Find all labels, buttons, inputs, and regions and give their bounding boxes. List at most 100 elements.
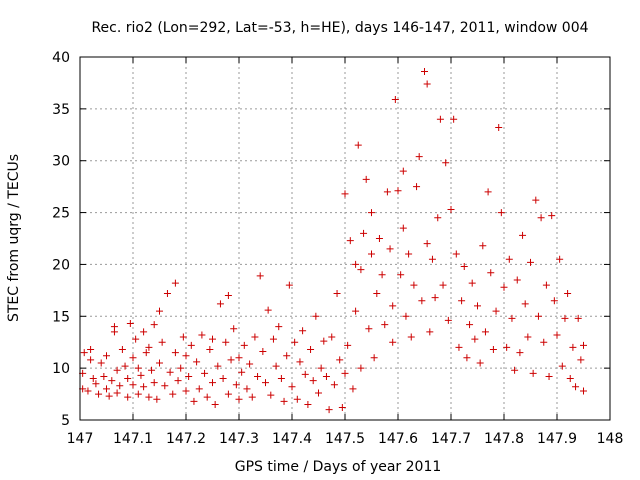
- x-tick-label: 147.9: [537, 431, 577, 447]
- data-point: [375, 235, 383, 242]
- data-points-layer: [79, 68, 587, 414]
- data-point: [230, 325, 238, 333]
- data-point: [272, 362, 280, 370]
- data-point: [129, 354, 137, 362]
- data-point: [500, 283, 508, 291]
- data-point: [397, 271, 405, 279]
- data-point: [540, 338, 548, 346]
- data-point: [556, 255, 564, 263]
- data-point: [280, 397, 288, 405]
- data-point: [428, 255, 436, 263]
- data-point: [267, 391, 275, 399]
- data-point: [368, 209, 375, 217]
- data-point: [87, 345, 95, 353]
- data-point: [481, 328, 489, 336]
- data-point: [421, 68, 428, 76]
- data-point: [87, 356, 95, 364]
- data-point: [381, 321, 389, 329]
- data-point: [259, 348, 267, 356]
- data-point: [463, 354, 471, 362]
- data-point: [182, 352, 190, 360]
- y-tick-label: 25: [52, 206, 70, 222]
- data-point: [476, 359, 484, 367]
- data-point: [357, 364, 365, 372]
- data-point: [529, 369, 537, 377]
- data-point: [442, 159, 450, 167]
- data-point: [423, 80, 431, 88]
- data-point: [232, 381, 240, 389]
- data-point: [216, 300, 224, 308]
- data-point: [564, 289, 572, 297]
- data-point: [508, 314, 516, 322]
- data-point: [121, 362, 129, 370]
- data-point: [288, 383, 296, 391]
- y-tick-label: 5: [61, 413, 70, 429]
- x-axis-label: GPS time / Days of year 2011: [235, 459, 442, 475]
- data-point: [89, 375, 97, 383]
- data-point: [185, 372, 193, 380]
- data-point: [174, 377, 182, 385]
- data-point: [458, 297, 466, 305]
- x-tick-label: 147.8: [484, 431, 524, 447]
- data-point: [140, 328, 148, 336]
- data-point: [153, 395, 161, 403]
- data-point: [163, 289, 171, 297]
- data-point: [209, 335, 216, 343]
- data-point: [402, 312, 410, 320]
- data-point: [206, 345, 214, 353]
- data-point: [309, 377, 317, 385]
- data-point: [124, 375, 132, 383]
- data-point: [516, 349, 524, 357]
- data-point: [413, 183, 421, 191]
- data-point: [97, 359, 105, 367]
- data-point: [307, 345, 315, 353]
- data-point: [468, 279, 476, 287]
- data-point: [383, 188, 391, 196]
- y-tick-label: 20: [52, 257, 70, 273]
- data-point: [357, 266, 365, 274]
- data-point: [352, 307, 360, 315]
- data-point: [158, 338, 166, 346]
- data-point: [291, 338, 299, 346]
- data-point: [418, 297, 426, 305]
- x-tick-label: 147.2: [166, 431, 206, 447]
- data-point: [108, 377, 116, 385]
- data-point: [373, 289, 381, 297]
- data-point: [219, 375, 227, 383]
- data-point: [315, 389, 322, 397]
- x-tick-label: 147.1: [113, 431, 153, 447]
- data-point: [156, 359, 163, 367]
- data-point: [410, 281, 418, 289]
- data-point: [134, 364, 142, 372]
- data-point: [195, 385, 203, 393]
- data-point: [254, 372, 262, 380]
- data-point: [251, 333, 259, 341]
- data-point: [550, 297, 558, 305]
- data-point: [497, 209, 505, 217]
- data-point: [370, 354, 378, 362]
- y-tick-label: 40: [52, 50, 70, 66]
- data-point: [513, 276, 521, 284]
- data-point: [519, 231, 527, 239]
- data-point: [389, 302, 397, 310]
- data-point: [333, 289, 341, 297]
- data-point: [344, 341, 352, 349]
- chart-title: Rec. rio2 (Lon=292, Lat=-53, h=HE), days…: [91, 20, 588, 36]
- data-point: [235, 395, 243, 403]
- data-point: [431, 294, 439, 302]
- data-point: [537, 214, 545, 222]
- data-point: [145, 393, 153, 401]
- data-point: [527, 258, 534, 266]
- data-point: [572, 383, 580, 391]
- data-point: [561, 314, 569, 322]
- x-tick-label: 147: [67, 431, 94, 447]
- data-point: [524, 333, 532, 341]
- data-point: [262, 379, 269, 387]
- data-point: [341, 190, 349, 198]
- data-point: [360, 229, 368, 237]
- data-point: [484, 188, 492, 196]
- data-point: [389, 338, 397, 346]
- data-point: [209, 379, 216, 387]
- data-point: [391, 96, 399, 104]
